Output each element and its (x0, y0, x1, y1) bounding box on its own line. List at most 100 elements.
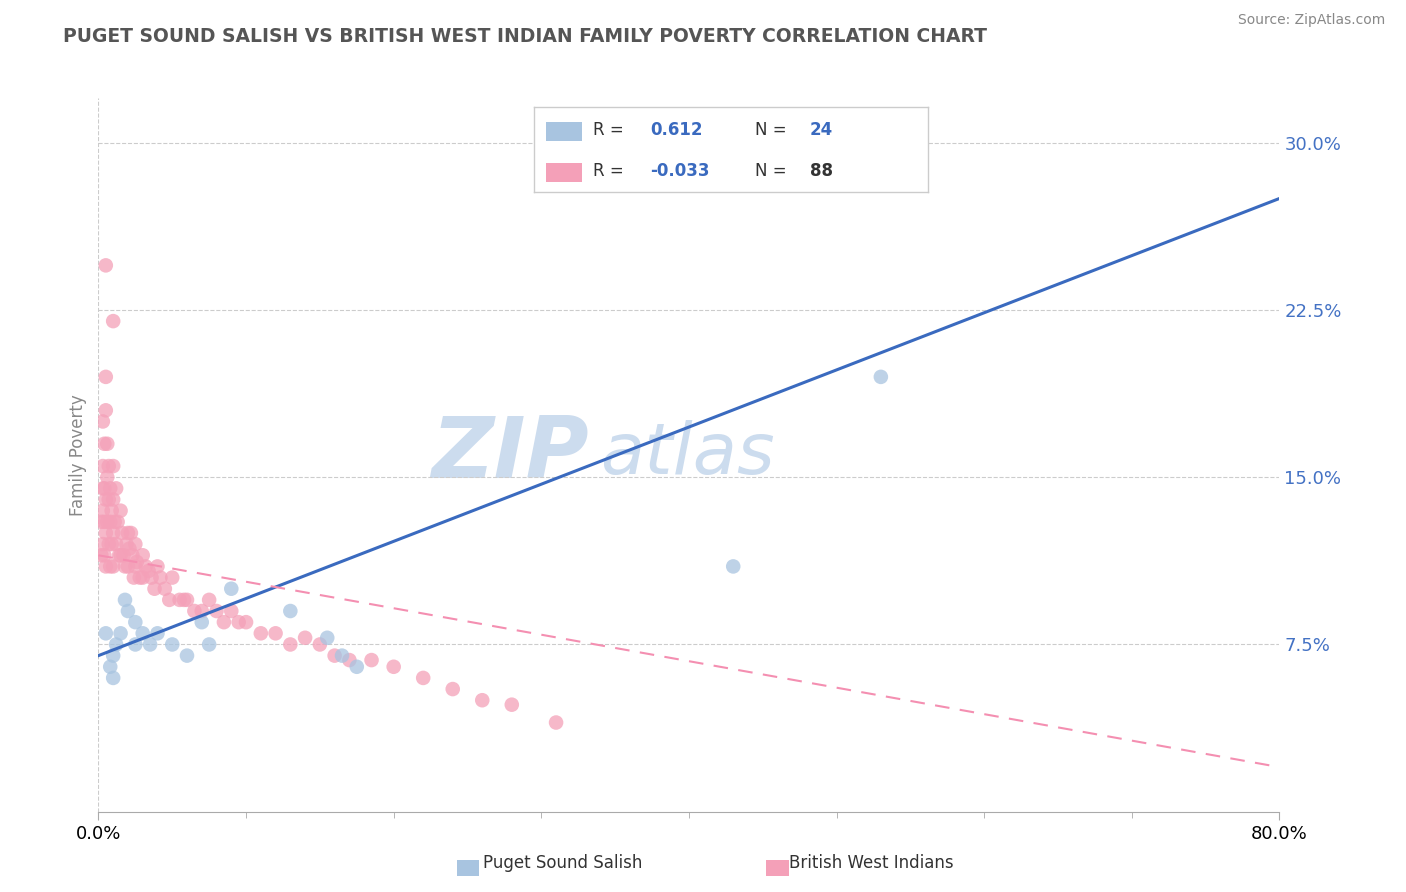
Point (91, 482, 114, 496)
Text: 0.612: 0.612 (651, 121, 703, 139)
Point (382, 660, 405, 674)
Text: PUGET SOUND SALISH VS BRITISH WEST INDIAN FAMILY POVERTY CORRELATION CHART: PUGET SOUND SALISH VS BRITISH WEST INDIA… (63, 27, 987, 45)
Point (162, 571, 183, 585)
Point (125, 555, 148, 569)
Point (90, 515, 112, 529)
Point (98, 482, 121, 496)
Point (135, 559, 157, 574)
Text: 24: 24 (810, 121, 834, 139)
Point (309, 637, 332, 651)
Point (124, 637, 146, 651)
Point (96, 515, 118, 529)
Point (97, 459, 120, 474)
Point (546, 715, 568, 730)
Point (339, 653, 361, 667)
Point (149, 571, 172, 585)
Text: N =: N = (755, 161, 792, 179)
Point (97, 537, 120, 551)
Point (191, 604, 214, 618)
Point (103, 526, 125, 541)
Point (91, 414, 114, 429)
Point (103, 671, 125, 685)
Point (105, 537, 128, 551)
Point (250, 626, 273, 640)
Point (93, 482, 115, 496)
Text: Source: ZipAtlas.com: Source: ZipAtlas.com (1237, 13, 1385, 28)
Point (176, 592, 198, 607)
Point (122, 571, 145, 585)
Point (98, 559, 121, 574)
Point (501, 698, 523, 712)
Point (124, 537, 146, 551)
Point (360, 653, 382, 667)
Point (110, 626, 132, 640)
Point (138, 564, 160, 578)
Point (110, 503, 132, 517)
Point (108, 548, 131, 563)
Point (111, 526, 134, 541)
Point (94, 626, 117, 640)
Point (346, 660, 368, 674)
Point (103, 314, 125, 328)
Point (870, 369, 893, 384)
Point (132, 548, 155, 563)
Point (94, 559, 117, 574)
Point (112, 548, 135, 563)
Point (91, 537, 114, 551)
Point (141, 571, 163, 585)
Point (103, 559, 125, 574)
Point (162, 637, 183, 651)
Point (723, 559, 745, 574)
Text: ZIP: ZIP (430, 413, 589, 497)
Point (323, 648, 346, 663)
Text: R =: R = (593, 161, 630, 179)
Point (93, 548, 115, 563)
Point (146, 626, 169, 640)
Point (235, 615, 257, 630)
Point (105, 482, 128, 496)
Point (100, 537, 122, 551)
Text: 88: 88 (810, 161, 832, 179)
Point (94, 369, 117, 384)
Point (94, 492, 117, 507)
Point (93, 515, 115, 529)
Point (212, 615, 235, 630)
Y-axis label: Family Poverty: Family Poverty (69, 394, 87, 516)
Point (221, 582, 243, 596)
Point (264, 626, 287, 640)
Point (90, 548, 112, 563)
Point (153, 582, 176, 596)
Point (107, 515, 129, 529)
Point (124, 559, 146, 574)
Point (117, 526, 139, 541)
Point (121, 548, 143, 563)
Point (146, 559, 169, 574)
Point (98, 660, 121, 674)
Point (93, 436, 115, 450)
Text: British West Indians: British West Indians (789, 855, 955, 872)
Point (228, 615, 250, 630)
Point (330, 648, 353, 663)
Point (94, 403, 117, 417)
Text: N =: N = (755, 121, 792, 139)
Point (441, 681, 464, 696)
Point (198, 637, 221, 651)
Point (412, 671, 434, 685)
Point (117, 604, 139, 618)
Point (191, 615, 214, 630)
Point (280, 637, 302, 651)
Point (294, 631, 316, 645)
Point (118, 541, 141, 556)
Point (91, 459, 114, 474)
Point (104, 515, 127, 529)
Point (143, 582, 166, 596)
Point (173, 592, 195, 607)
Point (94, 259, 117, 273)
Point (115, 537, 138, 551)
Point (157, 592, 180, 607)
Bar (546, 163, 582, 182)
Point (169, 592, 191, 607)
Point (96, 436, 118, 450)
Point (176, 648, 198, 663)
Point (110, 548, 132, 563)
